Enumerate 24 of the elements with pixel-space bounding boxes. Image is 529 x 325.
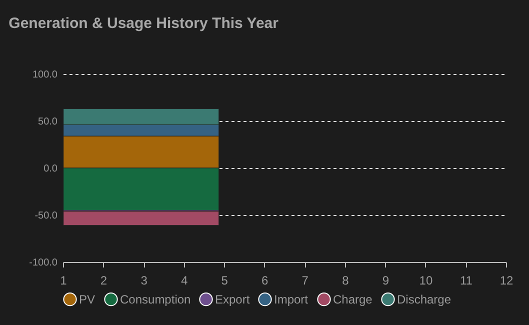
x-tick-label: 9 [382, 274, 390, 288]
legend-label: Import [274, 292, 309, 306]
x-tick-label: 5 [221, 274, 228, 288]
x-tick-label: 2 [100, 274, 108, 288]
legend-label: PV [79, 292, 96, 306]
chart-title: Generation & Usage History This Year [8, 15, 279, 32]
y-tick-label: -100.0 [29, 258, 58, 268]
x-tick-label: 12 [500, 274, 514, 288]
x-tick-label: 6 [262, 274, 269, 288]
legend-label: Consumption [120, 292, 191, 306]
legend-label: Export [215, 292, 250, 306]
x-tick-label: 3 [140, 274, 148, 288]
y-tick-label: 50.0 [38, 116, 58, 128]
y-tick-label: 100.0 [32, 70, 58, 80]
x-tick-label: 4 [180, 274, 188, 288]
y-tick-label: 0.0 [44, 164, 58, 174]
legend-label: Discharge [397, 292, 452, 306]
y-tick-label: -50.0 [34, 210, 58, 222]
x-tick-label: 7 [302, 274, 309, 288]
legend-label: Charge [333, 292, 373, 306]
x-tick-label: 1 [60, 274, 68, 288]
x-tick-label: 8 [342, 274, 350, 288]
x-tick-label: 10 [419, 274, 433, 288]
x-tick-label: 11 [460, 274, 473, 288]
